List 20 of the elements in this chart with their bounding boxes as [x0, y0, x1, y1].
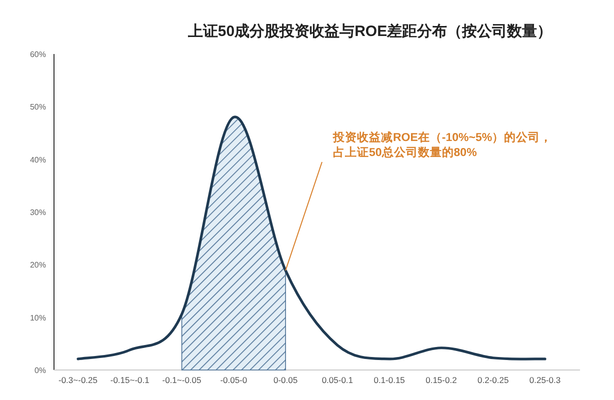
annotation: 投资收益减ROE在（-10%~5%）的公司，占上证50总公司数量的80%	[332, 130, 552, 159]
y-tick-label: 60%	[30, 50, 46, 59]
y-tick-label: 10%	[30, 313, 46, 322]
x-tick-label: -0.15~-0.1	[110, 375, 150, 385]
chart-title: 上证50成分股投资收益与ROE差距分布（按公司数量）	[186, 23, 552, 40]
x-tick-label: -0.1~-0.05	[162, 375, 202, 385]
y-tick-label: 30%	[30, 208, 46, 217]
x-tick-label: -0.3~-0.25	[58, 375, 98, 385]
x-tick-label: 0.2-0.25	[478, 375, 509, 385]
y-tick-label: 20%	[30, 260, 46, 270]
line-series	[76, 116, 546, 360]
x-tick-label: 0.25-0.3	[529, 375, 561, 385]
x-tick-label: 0.05-0.1	[322, 375, 354, 385]
x-tick-label: -0.05-0	[220, 375, 248, 385]
y-tick-label: 40%	[30, 155, 46, 164]
y-tick-label: 0%	[34, 366, 46, 375]
x-tick-label: 0-0.05	[274, 375, 298, 385]
x-tick-label: 0.15-0.2	[426, 375, 458, 385]
y-tick-label: 50%	[30, 102, 46, 112]
x-tick-label: 0.1-0.15	[374, 375, 406, 385]
